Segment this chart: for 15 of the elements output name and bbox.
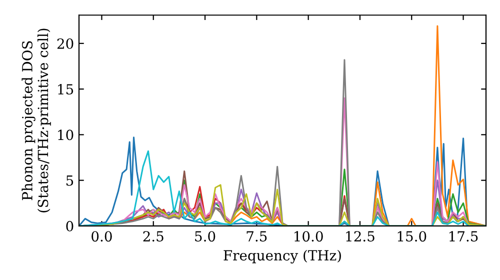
x-tick-label: 12.5 bbox=[346, 231, 374, 242]
x-tick-label: 10.0 bbox=[294, 231, 323, 242]
y-axis-title: Phonon projected DOS (States/THz·primitive cell) bbox=[22, 28, 51, 212]
x-tick-label: 5.0 bbox=[195, 231, 216, 242]
x-tick-label: 15.0 bbox=[398, 231, 426, 242]
x-tick-label: 0.0 bbox=[92, 231, 112, 242]
x-tick-label: 2.5 bbox=[143, 231, 164, 242]
x-axis-title: Frequency (THz) bbox=[224, 250, 341, 264]
y-tick-label: 0 bbox=[66, 220, 74, 232]
y-tick-label: 10 bbox=[58, 130, 74, 140]
x-tick-label: 7.5 bbox=[246, 231, 267, 242]
y-tick-label: 20 bbox=[57, 38, 74, 49]
x-tick-label: 17.5 bbox=[450, 231, 478, 242]
y-tick-label: 15 bbox=[58, 84, 74, 95]
y-tick-label: 5 bbox=[66, 175, 74, 186]
